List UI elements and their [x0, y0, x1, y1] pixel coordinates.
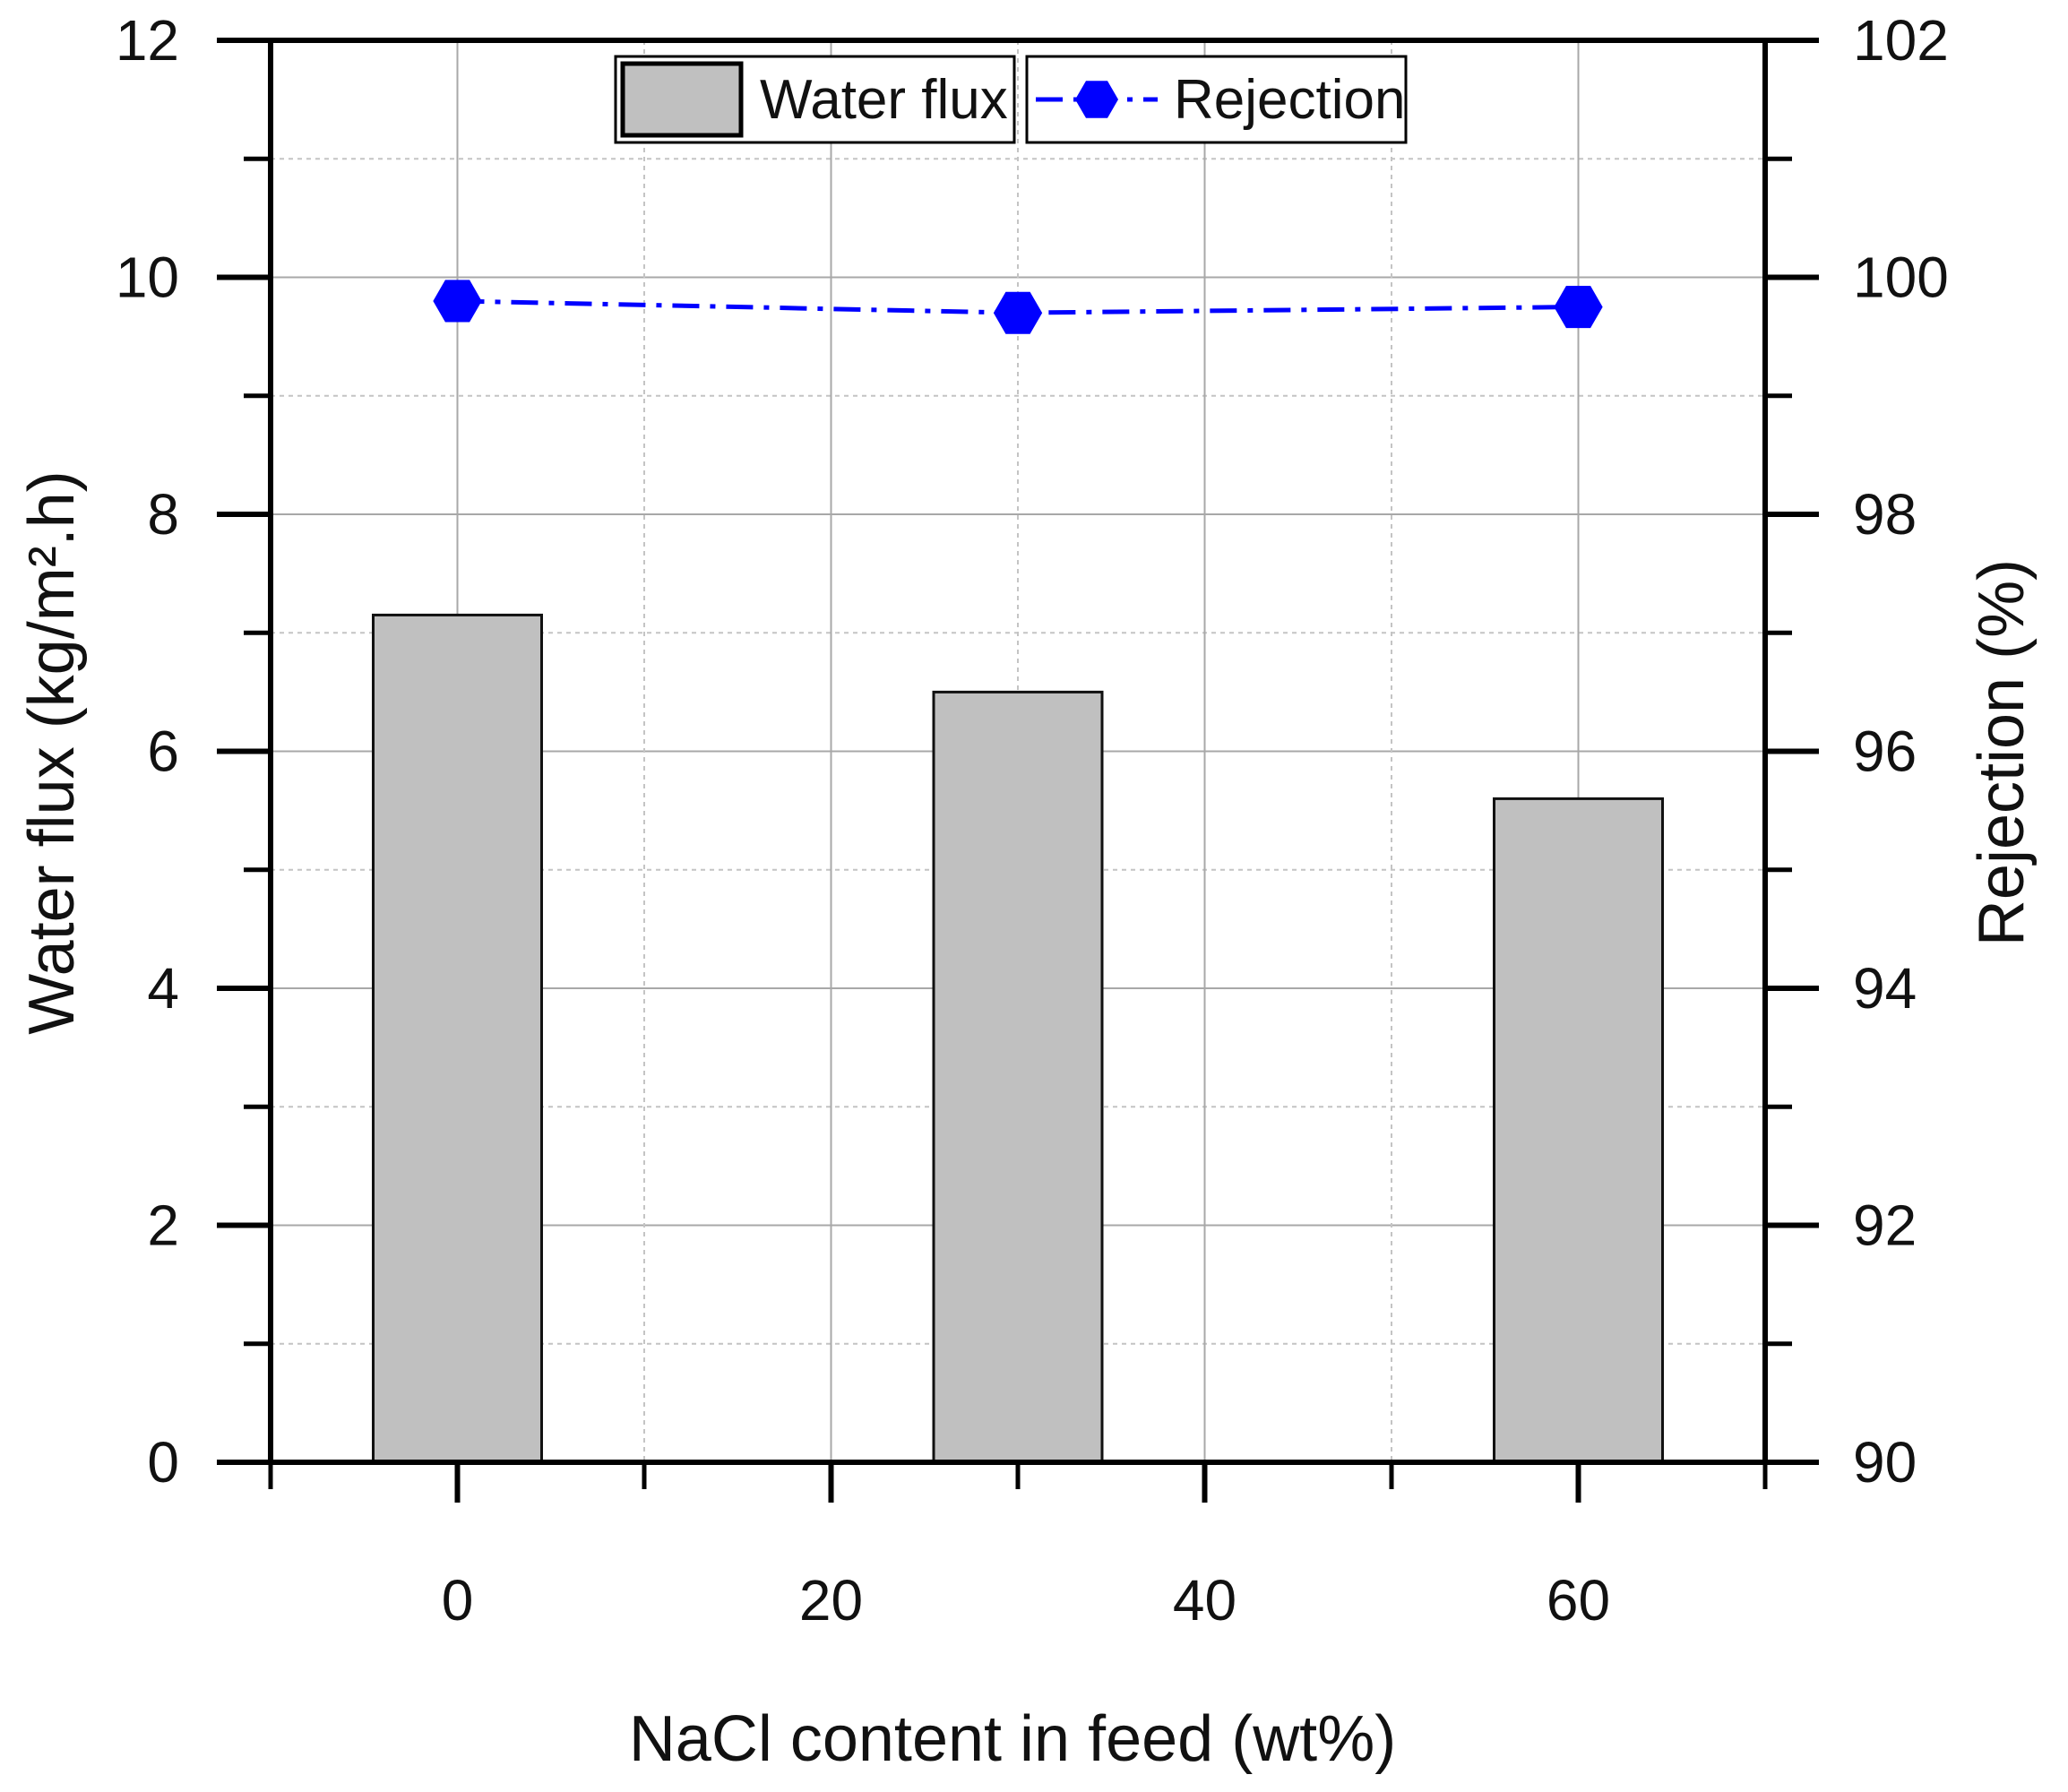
- x-axis-title: NaCl content in feed (wt%): [629, 1703, 1396, 1775]
- x-tick-label: 20: [799, 1568, 863, 1633]
- y-tick-label: 8: [147, 482, 179, 547]
- y2-tick-label: 98: [1853, 482, 1917, 547]
- y-tick-label: 4: [147, 956, 179, 1021]
- legend-label-water-flux: Water flux: [760, 69, 1008, 131]
- y2-tick-label: 90: [1853, 1430, 1917, 1495]
- bars-layer: [372, 613, 1664, 1464]
- legend-marker-rejection: [1075, 81, 1118, 118]
- rejection-marker: [433, 280, 482, 323]
- y2-tick-label: 94: [1853, 956, 1917, 1021]
- legend-swatch-water-flux: [620, 61, 744, 138]
- y-tick-label: 6: [147, 719, 179, 784]
- rejection-line-layer: [433, 280, 1603, 334]
- y-axis-title: Water flux (kg/m².h): [16, 470, 88, 1034]
- y2-axis-title: Rejection (%): [1966, 559, 2038, 946]
- x-tick-label: 0: [442, 1568, 474, 1633]
- y-tick-label: 12: [116, 8, 179, 73]
- y-tick-label: 2: [147, 1193, 179, 1258]
- bar-water-flux: [1493, 797, 1664, 1464]
- y2-tick-label: 102: [1853, 8, 1949, 73]
- legend-label-rejection: Rejection: [1174, 69, 1405, 131]
- rejection-marker: [1554, 286, 1603, 329]
- bar-water-flux: [932, 690, 1104, 1464]
- y-tick-label: 10: [116, 246, 179, 310]
- ticks-layer: 0 2 4 6 8 10 12 90 92 94 96 98 100 102 0 20 40 60: [116, 8, 1949, 1633]
- y2-tick-label: 96: [1853, 719, 1917, 784]
- y-tick-label: 0: [147, 1430, 179, 1495]
- legend: Water flux Rejection: [614, 55, 1408, 144]
- x-tick-label: 40: [1173, 1568, 1236, 1633]
- x-tick-label: 60: [1547, 1568, 1610, 1633]
- y2-tick-label: 92: [1853, 1193, 1917, 1258]
- rejection-marker: [993, 291, 1043, 334]
- bar-water-flux: [372, 613, 543, 1464]
- y2-tick-label: 100: [1853, 246, 1949, 310]
